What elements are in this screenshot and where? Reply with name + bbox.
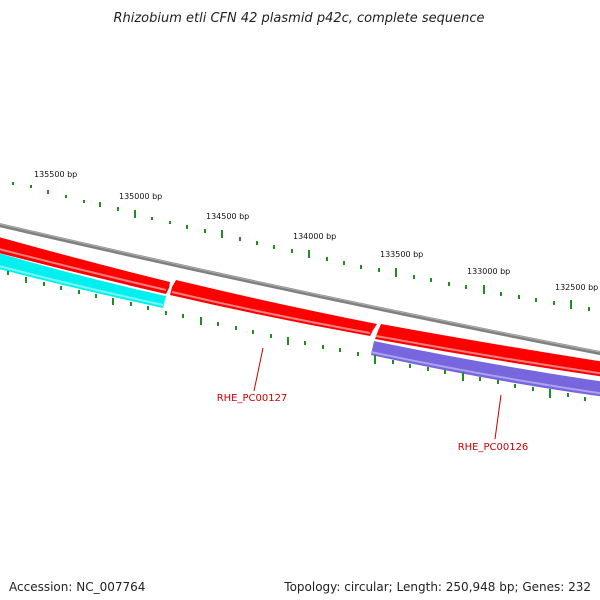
forward-feature-left[interactable] [0,236,170,294]
gene-label-rhe-pc00127[interactable]: RHE_PC00127 [217,393,288,404]
reverse-strand-features [0,252,600,397]
tick-label: 134000 bp [293,232,336,241]
tick-label: 134500 bp [206,212,249,221]
outer-tick-ring [12,182,590,311]
backbone [0,223,600,356]
gene-rhe-pc00126-shade [370,351,600,395]
forward-feature-left-shade [0,248,167,291]
tick-label: 135500 bp [34,170,77,179]
gene-label-leader [494,394,502,440]
gene-label-rhe-pc00126[interactable]: RHE_PC00126 [458,442,529,453]
inner-tick-ring [7,271,586,401]
forward-strand-features [0,236,600,377]
sequence-summary: Topology: circular; Length: 250,948 bp; … [284,580,591,594]
accession-label: Accession: NC_007764 [9,580,146,594]
gene-rhe-pc00126[interactable] [371,341,600,397]
tick-label: 135000 bp [119,192,162,201]
tick-label: 132500 bp [555,283,598,292]
gene-rhe-pc00127[interactable] [170,280,377,336]
forward-feature-right-shade [375,335,600,375]
reverse-feature-cyan[interactable] [0,252,166,308]
reverse-feature-cyan-shade [0,265,164,306]
forward-feature-right[interactable] [375,324,600,377]
backbone-highlight [0,223,600,353]
tick-label: 133500 bp [380,250,423,259]
gene-rhe-pc00127-shade [171,291,371,334]
gene-label-leader [253,347,264,392]
map-title: Rhizobium etli CFN 42 plasmid p42c, comp… [113,11,484,26]
tick-label: 133000 bp [467,267,510,276]
